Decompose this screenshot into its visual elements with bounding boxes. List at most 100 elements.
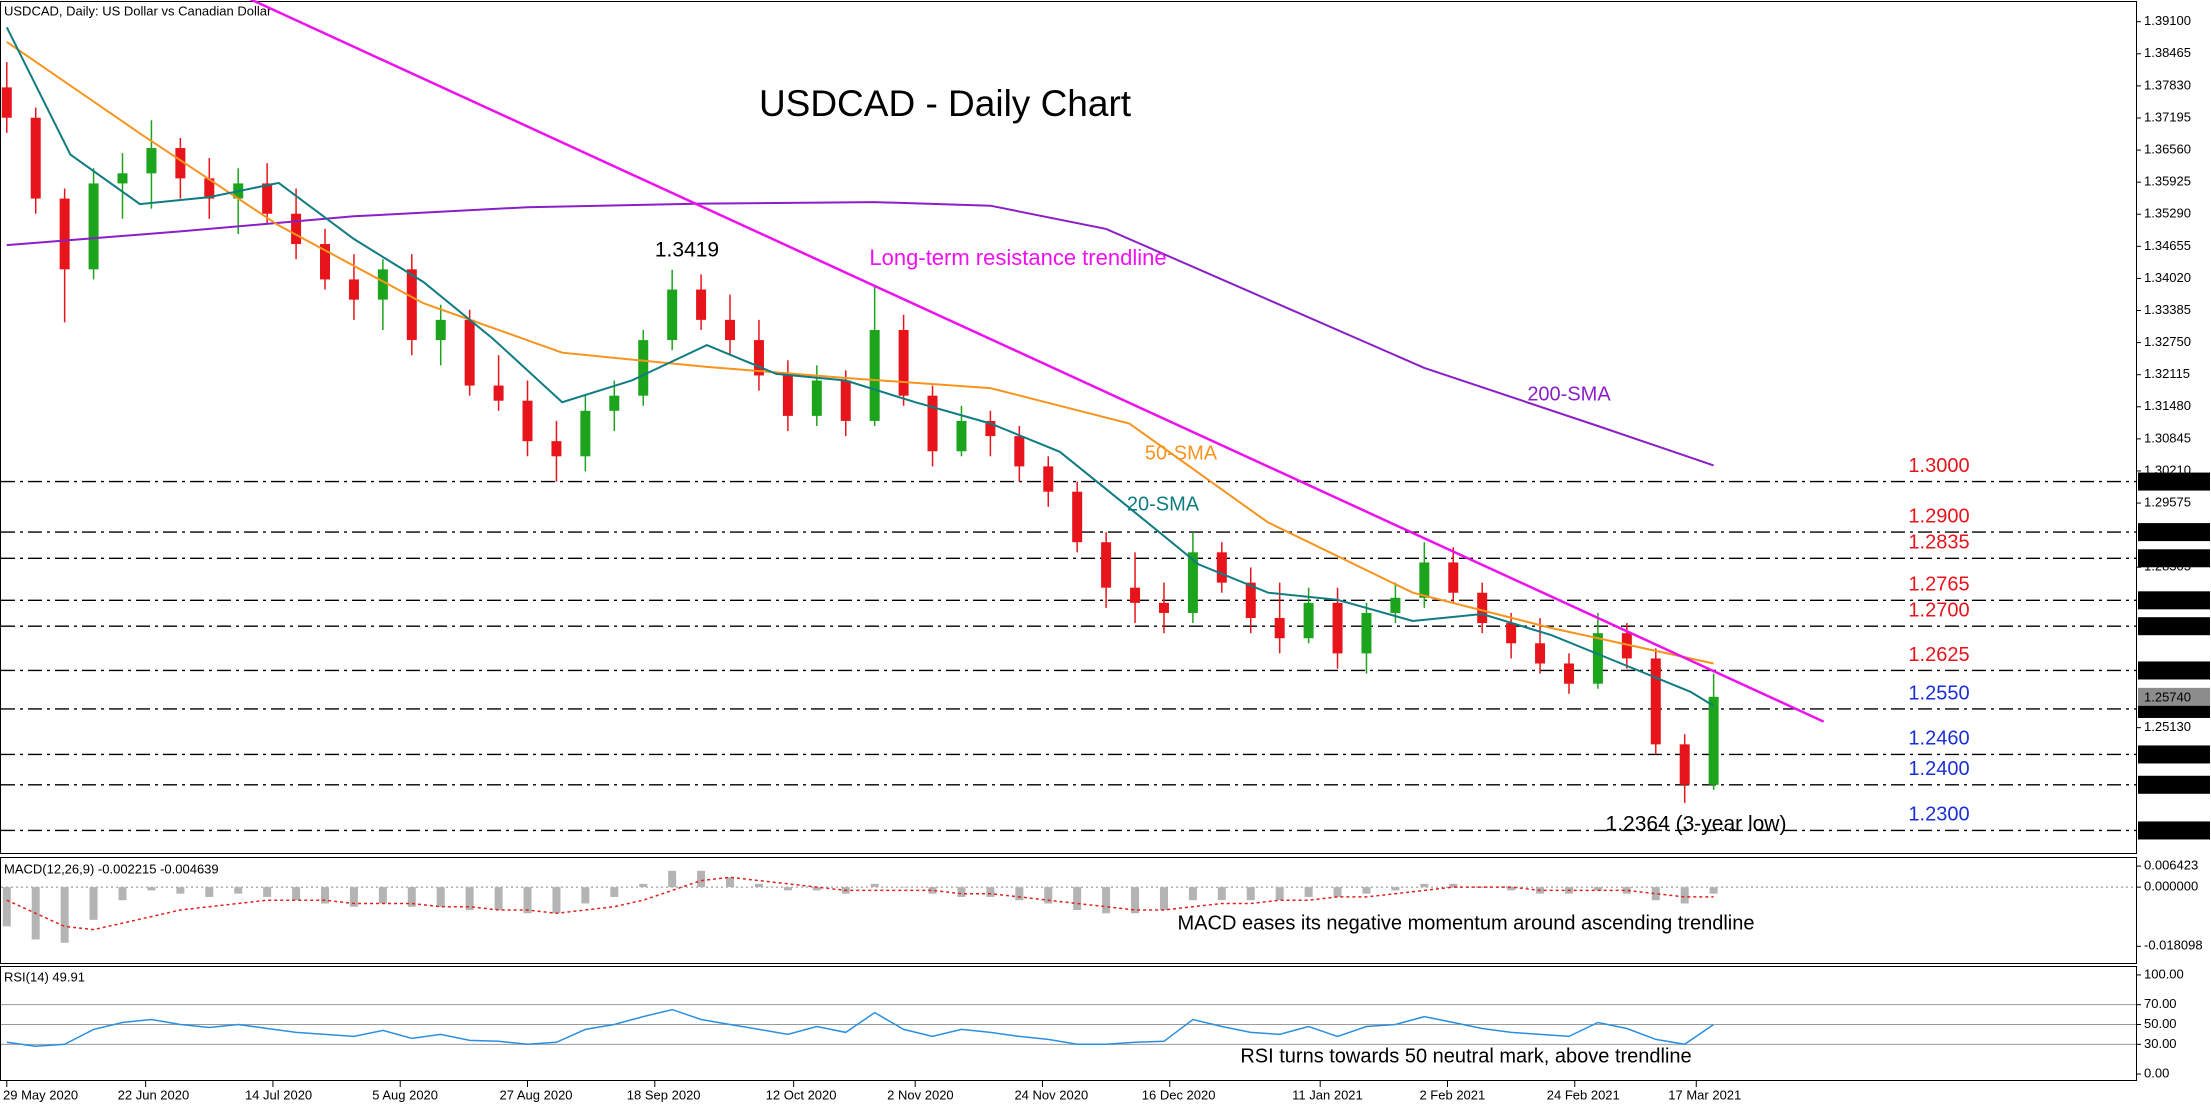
candle-body <box>204 178 215 199</box>
level-box-label: 1.28482 <box>2144 551 2191 566</box>
macd-bar <box>1391 887 1400 891</box>
y-tick-label: 1.29575 <box>2144 494 2191 509</box>
candle-body <box>1679 744 1690 785</box>
candle-body <box>869 329 880 421</box>
level-note: 1.2400 <box>1908 758 1969 780</box>
sma-line <box>6 201 1714 467</box>
candle-body <box>1216 552 1227 583</box>
y-tick-label: 1.25130 <box>2144 719 2191 734</box>
macd-bar <box>1420 883 1429 888</box>
last-price-box <box>2138 687 2210 706</box>
y-tick-label: 1.39100 <box>2144 13 2191 28</box>
macd-bar <box>1593 887 1602 891</box>
candle-body <box>1130 587 1141 603</box>
macd-bar <box>639 883 648 888</box>
macd-bar <box>349 887 358 907</box>
y-tick-label: 1.34020 <box>2144 270 2191 285</box>
candle-body <box>1477 592 1488 624</box>
macd-bar <box>523 887 532 914</box>
candle-body <box>1158 602 1169 613</box>
macd-bar <box>1246 887 1255 901</box>
candle-body <box>840 380 851 421</box>
level-box-label: 1.30000 <box>2144 474 2191 489</box>
macd-panel <box>0 857 2137 964</box>
candle-body <box>1332 602 1343 654</box>
candle-body <box>1390 597 1401 613</box>
rsi-line <box>6 1008 1715 1048</box>
macd-bar <box>552 887 561 914</box>
macd-bar <box>1159 887 1168 911</box>
price-panel <box>0 1 2137 854</box>
macd-bar <box>986 887 995 897</box>
chart-subtitle: USDCAD, Daily: US Dollar vs Canadian Dol… <box>4 3 272 18</box>
level-box-label: 1.26262 <box>2144 663 2191 678</box>
sma-line <box>6 41 1714 665</box>
macd-bar <box>1333 887 1342 897</box>
y-tick-label: 70.00 <box>2144 996 2177 1011</box>
candle-body <box>522 400 533 442</box>
y-tick-label: 0.006423 <box>2144 858 2198 873</box>
candle-body <box>753 340 764 376</box>
rsi-panel <box>0 966 2137 1081</box>
candle-body <box>667 289 678 341</box>
level-note: 1.2625 <box>1908 644 1969 666</box>
level-note: 1.2550 <box>1908 682 1969 704</box>
macd-bar <box>321 887 330 904</box>
x-tick-label: 24 Feb 2021 <box>1547 1087 1620 1102</box>
candle-body <box>320 244 331 280</box>
candle-body <box>175 148 186 179</box>
candle-body <box>262 183 273 214</box>
level-note: 1.2900 <box>1908 505 1969 527</box>
candle-body <box>291 213 302 245</box>
x-tick-label: 2 Feb 2021 <box>1419 1087 1485 1102</box>
sma-line <box>5 26 1715 707</box>
candle-body <box>638 340 649 396</box>
candle-body <box>1043 466 1054 492</box>
macd-note: MACD eases its negative momentum around … <box>1178 912 1755 934</box>
macd-bar <box>581 887 590 904</box>
x-tick-label: 16 Dec 2020 <box>1142 1087 1216 1102</box>
candle-body <box>1592 633 1603 684</box>
candle-body <box>927 395 938 452</box>
level-note: 1.2835 <box>1908 532 1969 554</box>
candle-body <box>30 117 41 199</box>
candle-body <box>1274 618 1285 639</box>
candle-body <box>1708 696 1719 785</box>
y-tick-label: 30.00 <box>2144 1036 2177 1051</box>
macd-bar <box>754 883 763 888</box>
macd-bar <box>407 887 416 907</box>
macd-bar <box>1478 887 1487 888</box>
macd-bar <box>263 887 272 897</box>
y-tick-label: 0.000000 <box>2144 879 2198 894</box>
x-tick-label: 22 Jun 2020 <box>118 1087 190 1102</box>
macd-bar <box>378 887 387 904</box>
candle-body <box>146 148 157 174</box>
macd-bar <box>957 887 966 897</box>
level-box <box>2138 523 2210 542</box>
level-box <box>2138 549 2210 568</box>
x-tick-label: 29 May 2020 <box>3 1087 78 1102</box>
macd-bar <box>2 887 11 927</box>
macd-bar <box>205 887 214 897</box>
macd-bar <box>292 887 301 901</box>
x-tick-label: 12 Oct 2020 <box>766 1087 837 1102</box>
candle-body <box>1621 633 1632 659</box>
macd-bar <box>1304 887 1313 897</box>
candle-body <box>464 319 475 386</box>
candle-body <box>551 441 562 457</box>
macd-bar <box>234 887 243 894</box>
x-tick-label: 2 Nov 2020 <box>887 1087 954 1102</box>
macd-bar <box>1507 887 1516 891</box>
macd-bar <box>1015 887 1024 901</box>
macd-bar <box>697 870 706 888</box>
last-price-label: 1.25740 <box>2144 689 2191 704</box>
level-box-label: 1.29000 <box>2144 525 2191 540</box>
level-box <box>2138 821 2210 840</box>
x-tick-label: 17 Mar 2021 <box>1668 1087 1741 1102</box>
macd-bar <box>726 877 735 888</box>
macd-bar <box>1622 887 1631 894</box>
y-tick-label: 1.31480 <box>2144 398 2191 413</box>
candle-body <box>580 410 591 457</box>
y-tick-label: 1.30845 <box>2144 430 2191 445</box>
candle-body <box>435 319 446 341</box>
